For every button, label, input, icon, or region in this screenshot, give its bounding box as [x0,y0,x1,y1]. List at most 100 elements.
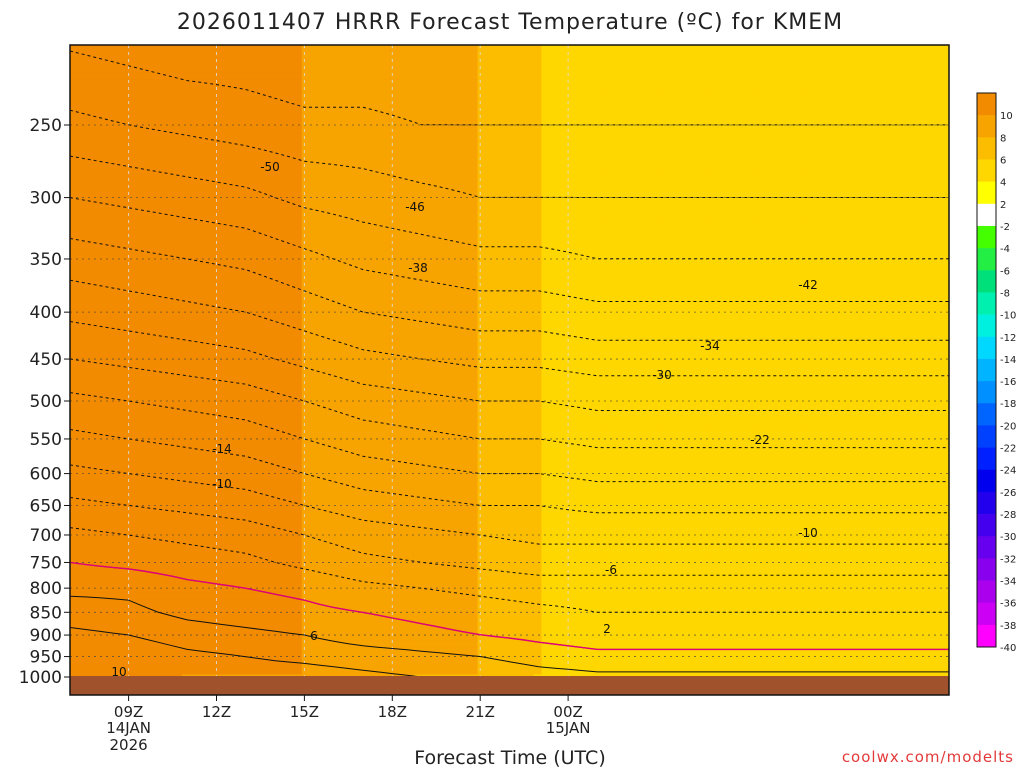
heatmap-cell [893,65,902,73]
heatmap-cell [365,270,375,279]
heatmap-cell [589,202,598,210]
heatmap-cell [285,99,295,108]
heatmap-cell [397,332,407,340]
heatmap-cell [717,311,726,320]
heatmap-cell [405,346,415,354]
heatmap-cell [245,311,255,320]
heatmap-cell [789,250,798,258]
heatmap-cell [821,277,830,286]
heatmap-cell [621,58,630,67]
heatmap-cell [421,325,431,333]
heatmap-cell [149,51,159,60]
heatmap-cell [157,65,167,73]
heatmap-cell [301,222,311,231]
heatmap-cell [261,175,271,183]
heatmap-cell [893,291,902,299]
heatmap-cell [101,45,111,53]
heatmap-cell [805,250,814,258]
heatmap-cell [397,298,407,306]
heatmap-cell [389,120,399,128]
heatmap-cell [789,79,798,87]
heatmap-cell [645,243,654,251]
heatmap-cell [285,257,295,265]
heatmap-cell [629,161,638,169]
heatmap-cell [485,147,495,156]
heatmap-cell [197,181,207,190]
heatmap-cell [821,188,830,197]
heatmap-cell [373,257,383,265]
heatmap-cell [765,161,774,169]
heatmap-cell [293,311,303,320]
heatmap-cell [621,65,630,73]
heatmap-cell [109,229,119,238]
heatmap-cell [869,222,878,231]
heatmap-cell [885,120,894,128]
heatmap-cell [837,243,846,251]
heatmap-cell [397,257,407,265]
heatmap-cell [701,202,710,210]
heatmap-cell [685,113,694,121]
heatmap-cell [149,140,159,149]
heatmap-cell [877,113,886,121]
heatmap-cell [397,325,407,333]
heatmap-cell [245,161,255,169]
heatmap-cell [589,339,598,347]
heatmap-cell [341,243,351,251]
heatmap-cell [501,284,511,292]
heatmap-cell [365,113,375,121]
heatmap-cell [173,72,183,80]
heatmap-cell [701,277,710,286]
heatmap-cell [197,133,207,142]
heatmap-cell [389,106,399,115]
heatmap-cell [517,175,527,183]
heatmap-cell [909,284,918,292]
heatmap-cell [773,140,782,149]
heatmap-cell [229,311,239,320]
heatmap-cell [85,291,95,299]
heatmap-cell [733,346,742,354]
heatmap-cell [901,181,910,190]
heatmap-cell [389,188,399,197]
heatmap-cell [237,120,247,128]
heatmap-cell [685,270,694,279]
heatmap-cell [389,277,399,286]
heatmap-cell [669,133,678,142]
heatmap-cell [277,325,287,333]
heatmap-cell [757,133,766,142]
heatmap-cell [613,65,622,73]
heatmap-cell [701,222,710,231]
heatmap-cell [821,99,830,108]
heatmap-cell [301,154,311,162]
heatmap-cell [461,51,471,60]
heatmap-cell [461,236,471,245]
heatmap-cell [733,250,742,258]
heatmap-cell [429,305,439,313]
heatmap-cell [469,168,479,176]
heatmap-cell [357,277,367,286]
heatmap-cell [461,339,471,347]
heatmap-cell [733,188,742,197]
heatmap-cell [813,284,822,292]
heatmap-cell [421,86,431,94]
heatmap-cell [693,284,702,292]
heatmap-cell [485,216,495,224]
heatmap-cell [445,65,455,73]
heatmap-cell [341,257,351,265]
heatmap-cell [637,229,646,238]
heatmap-cell [197,72,207,80]
heatmap-cell [693,106,702,115]
heatmap-cell [661,202,670,210]
heatmap-cell [205,51,215,60]
heatmap-cell [917,222,926,231]
heatmap-cell [693,188,702,197]
heatmap-cell [349,45,359,53]
heatmap-cell [749,305,758,313]
heatmap-cell [405,79,415,87]
heatmap-cell [477,339,487,347]
heatmap-cell [533,127,543,135]
heatmap-cell [837,127,846,135]
heatmap-cell [565,113,575,121]
heatmap-cell [765,209,774,217]
heatmap-cell [725,113,734,121]
heatmap-cell [397,161,407,169]
